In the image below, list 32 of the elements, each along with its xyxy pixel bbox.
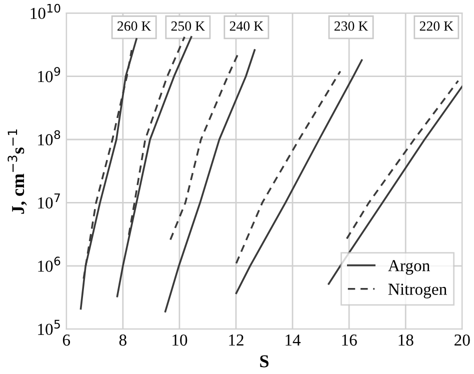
line-series [235, 70, 342, 264]
x-tick-label: 6 [62, 334, 70, 346]
x-tick-label: 8 [119, 334, 126, 346]
line-series [116, 36, 192, 298]
y-tick-label: 10$^{10}$ [30, 4, 60, 20]
y-axis-title: J, cm$^{−3}$s$^{−1}$ [8, 129, 27, 214]
line-series [80, 38, 138, 310]
x-tick-label: 14 [286, 334, 301, 346]
line-series [169, 52, 240, 241]
line-series [164, 49, 256, 312]
y-tick-label: 10$^{5}$ [38, 320, 60, 335]
annotation: 230 K [334, 21, 368, 31]
annotation: 260 K [118, 21, 152, 31]
x-tick-label: 12 [229, 334, 244, 346]
y-tick-label: 10$^{9}$ [38, 67, 60, 82]
x-tick-label: 18 [398, 334, 414, 346]
x-tick-label: 16 [342, 334, 357, 346]
x-axis-title: S [260, 355, 269, 368]
x-tick-label: 20 [454, 334, 470, 346]
line-series [235, 59, 363, 294]
x-tick-label: 10 [172, 334, 188, 346]
legend-label: Nitrogen [388, 284, 447, 298]
line-series [328, 86, 462, 285]
y-tick-label: 10$^{7}$ [38, 194, 60, 209]
annotation: 240 K [230, 21, 264, 31]
annotation: 220 K [420, 21, 454, 31]
y-tick-label: 10$^{8}$ [38, 130, 60, 146]
annotation: 250 K [171, 21, 205, 31]
line-series [82, 49, 133, 280]
line-series [346, 80, 460, 240]
y-tick-label: 10$^{6}$ [38, 256, 60, 272]
legend-label: Argon [388, 260, 430, 275]
